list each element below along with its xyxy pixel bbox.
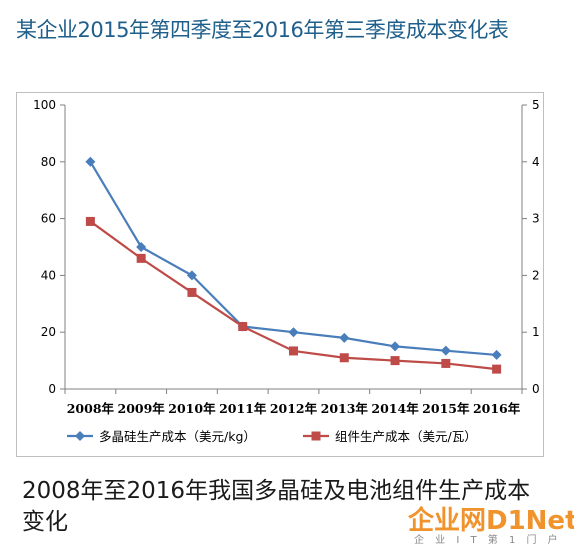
y-left-tick-label: 60 [41, 212, 56, 226]
y-right-tick-label: 4 [532, 155, 540, 169]
series-1-point [288, 327, 299, 338]
x-tick-label: 2016年 [473, 401, 521, 416]
page-title: 某企业2015年第四季度至2016年第三季度成本变化表 [16, 18, 509, 42]
series-1-point [136, 242, 147, 252]
watermark-logo-text: 企业网D1Net [408, 506, 574, 536]
y-right-tick-label: 0 [532, 382, 540, 396]
y-right-tick-label: 1 [532, 325, 540, 339]
y-left-tick-label: 100 [33, 98, 56, 112]
x-tick-label: 2015年 [422, 401, 470, 416]
y-right-tick-label: 3 [532, 212, 540, 226]
x-tick-label: 2010年 [168, 401, 216, 416]
series-2-point [85, 216, 95, 226]
series-2-point [187, 287, 197, 297]
x-tick-label: 2009年 [118, 401, 166, 416]
series-1-point [339, 332, 350, 343]
y-right-tick-label: 5 [532, 98, 540, 112]
series-1-point [491, 349, 502, 360]
series-2-point [339, 353, 349, 363]
legend-label-1: 多晶硅生产成本（美元/kg） [99, 429, 256, 444]
legend-marker-2 [311, 431, 321, 441]
series-1-point [186, 270, 197, 281]
series-2-point [289, 346, 298, 356]
chart-frame: 0 20 40 60 80 100 0 1 2 3 4 5 2008年 2009年 2010年 2011年 20… [16, 92, 544, 457]
series-2-point [136, 253, 146, 263]
legend-label-2: 组件生产成本（美元/瓦） [335, 429, 477, 444]
series-line-1 [89, 161, 497, 357]
series-2-point [441, 358, 451, 368]
x-tick-label: 2014年 [371, 401, 419, 416]
series-2-point [390, 356, 400, 366]
x-tick-label: 2011年 [219, 401, 267, 416]
y-right-tick-label: 2 [532, 268, 540, 282]
series-1-point [390, 341, 401, 352]
series-2-point [238, 322, 248, 332]
watermark-subtitle: 企 业 I T 第 1 门 户 [414, 535, 562, 546]
y-left-tick-label: 20 [41, 325, 56, 339]
watermark-logo: 企业网D1Net 企 业 I T 第 1 门 户 [408, 500, 574, 546]
legend-marker-1 [75, 431, 85, 441]
y-left-tick-label: 0 [48, 382, 56, 396]
x-tick-label: 2013年 [321, 401, 369, 416]
y-left-tick-label: 40 [41, 268, 56, 282]
series-2-point [492, 364, 502, 374]
series-1-point [440, 345, 451, 356]
x-tick-label: 2012年 [270, 401, 318, 416]
chart-caption: 2008年至2016年我国多晶硅及电池组件生产成本变化 [22, 478, 531, 535]
y-left-tick-label: 80 [41, 155, 56, 169]
x-tick-label: 2008年 [67, 401, 115, 416]
series-1-point [85, 156, 96, 167]
